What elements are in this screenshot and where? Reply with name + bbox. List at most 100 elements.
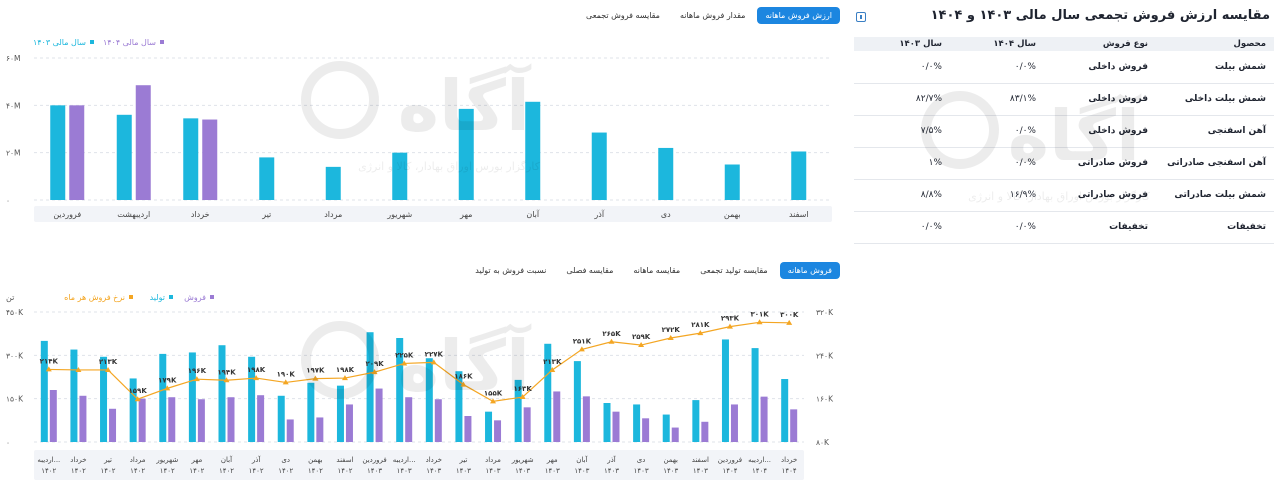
info-icon[interactable] (856, 12, 866, 22)
bar-production[interactable] (218, 345, 226, 442)
rate-point[interactable] (578, 346, 585, 352)
bar-sales[interactable] (790, 409, 798, 442)
rate-point[interactable] (341, 375, 348, 381)
bar-sales[interactable] (257, 395, 265, 442)
bar-production[interactable] (100, 356, 108, 442)
bar-1403[interactable] (458, 108, 474, 200)
legend-label-production[interactable]: تولید (150, 293, 165, 302)
bar-production[interactable] (633, 404, 641, 442)
bar-1403[interactable] (259, 157, 275, 200)
bar-1403[interactable] (591, 132, 607, 200)
bar-production[interactable] (544, 343, 552, 442)
bar-production[interactable] (573, 361, 581, 442)
top-tab-2[interactable]: مقایسه فروش تجمعی (586, 11, 660, 20)
bottom-tab-1[interactable]: مقایسه تولید تجمعی (700, 266, 768, 275)
bar-sales[interactable] (405, 397, 413, 442)
bar-1403[interactable] (392, 152, 408, 200)
rate-point[interactable] (667, 335, 674, 340)
rate-point[interactable] (756, 319, 763, 325)
bar-production[interactable] (159, 353, 167, 442)
legend-label-rate[interactable]: نرخ فروش هر ماه (64, 293, 125, 302)
bar-sales[interactable] (345, 404, 353, 442)
rate-point[interactable] (460, 381, 467, 387)
rate-point[interactable] (164, 385, 171, 391)
bar-sales[interactable] (109, 408, 117, 442)
rate-point[interactable] (45, 366, 52, 372)
rate-point[interactable] (608, 338, 615, 344)
bottom-tab-0[interactable]: فروش ماهانه (779, 262, 840, 279)
bar-production[interactable] (514, 379, 522, 442)
rate-point[interactable] (105, 366, 112, 372)
bar-1404[interactable] (69, 105, 85, 200)
bar-1403[interactable] (50, 105, 66, 200)
bar-production[interactable] (781, 379, 789, 442)
rate-point[interactable] (490, 398, 497, 404)
bar-sales[interactable] (642, 418, 650, 442)
bar-production[interactable] (396, 338, 404, 442)
rate-point[interactable] (638, 342, 645, 348)
rate-point[interactable] (282, 379, 289, 385)
bar-sales[interactable] (760, 396, 768, 442)
bar-sales[interactable] (434, 399, 442, 442)
bar-sales[interactable] (375, 388, 383, 442)
bar-sales[interactable] (523, 407, 531, 442)
rate-point[interactable] (134, 396, 141, 402)
rate-point[interactable] (726, 323, 733, 329)
bar-sales[interactable] (730, 404, 738, 442)
rate-point[interactable] (786, 319, 793, 325)
bar-production[interactable] (751, 348, 759, 442)
top-tab-1[interactable]: مقدار فروش ماهانه (679, 11, 746, 20)
bar-production[interactable] (40, 340, 48, 442)
bar-production[interactable] (366, 332, 374, 442)
rate-point[interactable] (697, 330, 704, 336)
rate-point[interactable] (549, 366, 556, 372)
bar-1403[interactable] (658, 147, 674, 200)
rate-point[interactable] (193, 376, 200, 382)
rate-point[interactable] (430, 359, 437, 365)
bar-sales[interactable] (494, 420, 502, 442)
bar-production[interactable] (188, 352, 196, 442)
bar-sales[interactable] (138, 398, 146, 442)
bar-production[interactable] (485, 411, 493, 442)
bar-sales[interactable] (168, 397, 176, 442)
bar-1403[interactable] (724, 164, 740, 201)
bar-production[interactable] (603, 403, 611, 442)
bar-sales[interactable] (612, 411, 620, 442)
bar-sales[interactable] (464, 416, 472, 442)
bar-sales[interactable] (701, 421, 709, 442)
bar-1403[interactable] (116, 114, 132, 200)
bar-sales[interactable] (582, 396, 590, 442)
bar-sales[interactable] (197, 399, 205, 442)
bar-sales[interactable] (671, 427, 679, 442)
rate-point[interactable] (253, 375, 260, 381)
bar-production[interactable] (336, 385, 344, 442)
bar-sales[interactable] (316, 417, 324, 442)
rate-point[interactable] (371, 369, 378, 375)
bar-production[interactable] (692, 400, 700, 442)
top-tab-0[interactable]: ارزش فروش ماهانه (757, 7, 840, 24)
legend-label-1404[interactable]: سال مالی ۱۴۰۴ (103, 38, 156, 47)
rate-point[interactable] (401, 360, 408, 366)
legend-label-sales[interactable]: فروش (184, 293, 206, 302)
bar-sales[interactable] (49, 390, 57, 442)
bar-production[interactable] (129, 378, 137, 442)
rate-point[interactable] (223, 377, 230, 383)
bottom-tab-2[interactable]: مقایسه ماهانه (633, 266, 681, 275)
bar-production[interactable] (455, 371, 463, 442)
bar-sales[interactable] (227, 397, 235, 442)
rate-point[interactable] (312, 375, 319, 381)
bar-sales[interactable] (79, 395, 87, 442)
bar-production[interactable] (70, 349, 78, 442)
bar-production[interactable] (277, 395, 285, 442)
bar-1404[interactable] (202, 119, 218, 200)
bar-1403[interactable] (525, 101, 541, 200)
bar-production[interactable] (662, 414, 670, 442)
bar-sales[interactable] (286, 419, 294, 442)
bar-1404[interactable] (135, 85, 151, 200)
bar-production[interactable] (721, 339, 729, 442)
legend-label-1403[interactable]: سال مالی ۱۴۰۳ (33, 38, 86, 47)
bottom-tab-3[interactable]: مقایسه فصلی (566, 266, 614, 275)
bar-production[interactable] (248, 356, 256, 442)
bar-production[interactable] (307, 382, 315, 442)
bar-1403[interactable] (325, 166, 341, 200)
